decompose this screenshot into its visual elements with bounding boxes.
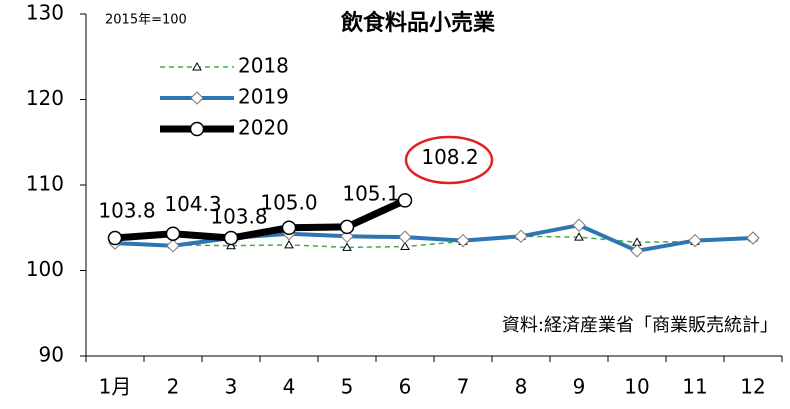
legend-label: 2018 xyxy=(238,54,289,78)
point xyxy=(165,226,181,241)
point xyxy=(514,229,528,244)
legend-marker xyxy=(190,91,204,105)
series-line xyxy=(114,197,407,242)
y-tick-label: 90 xyxy=(39,343,64,367)
point xyxy=(400,241,410,251)
x-tick-label: 9 xyxy=(573,375,586,399)
data-label: 108.2 xyxy=(421,145,478,169)
data-label: 103.8 xyxy=(210,205,267,229)
point xyxy=(746,231,760,245)
point xyxy=(107,230,123,246)
x-tick-label: 11 xyxy=(682,375,707,399)
x-tick-label: 10 xyxy=(624,375,649,399)
point xyxy=(339,219,355,235)
point xyxy=(630,244,644,258)
point xyxy=(281,220,297,235)
x-tick-label: 8 xyxy=(515,375,528,399)
y-tick-label: 110 xyxy=(26,172,64,196)
point xyxy=(166,238,180,253)
point xyxy=(284,239,294,249)
x-tick-label: 1月 xyxy=(99,375,132,399)
data-label: 104.3 xyxy=(164,192,221,216)
legend-marker xyxy=(189,121,205,137)
legend-marker xyxy=(192,61,202,71)
x-tick-label: 12 xyxy=(740,375,765,399)
data-label: 105.1 xyxy=(342,181,399,205)
chart-title: 飲食料品小売業 xyxy=(340,10,496,36)
x-tick-label: 6 xyxy=(399,375,412,399)
legend-label: 2019 xyxy=(238,85,289,109)
point xyxy=(456,233,470,248)
series-line xyxy=(114,235,754,249)
legend-label: 2020 xyxy=(238,116,289,140)
source-note: 資料:経済産業省「商業販売統計」 xyxy=(502,315,778,336)
highlight-ellipse xyxy=(404,135,494,185)
point xyxy=(574,232,584,241)
data-label: 103.8 xyxy=(98,199,155,223)
x-tick-label: 3 xyxy=(225,375,238,399)
x-tick-label: 5 xyxy=(341,375,354,399)
base-note: 2015年=100 xyxy=(105,13,187,28)
point xyxy=(397,193,413,208)
x-tick-label: 2 xyxy=(167,375,180,399)
y-tick-label: 100 xyxy=(26,257,64,281)
point xyxy=(572,218,586,232)
point xyxy=(688,233,702,248)
y-tick-label: 120 xyxy=(26,86,64,110)
y-tick-label: 130 xyxy=(26,1,64,25)
x-tick-label: 4 xyxy=(283,375,296,399)
x-tick-label: 7 xyxy=(457,375,470,399)
data-label: 105.0 xyxy=(260,190,317,214)
point xyxy=(398,230,412,244)
point xyxy=(342,242,352,251)
point xyxy=(223,230,239,246)
